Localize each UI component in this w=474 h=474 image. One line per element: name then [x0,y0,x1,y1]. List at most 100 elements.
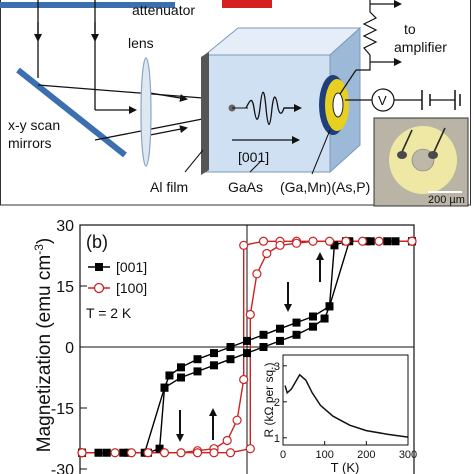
data-point-100 [209,448,219,458]
data-point-001 [259,330,268,339]
data-point-001 [155,444,164,453]
data-point-001 [119,448,128,457]
attenuator-bar [0,2,175,8]
data-point-001 [383,237,392,246]
al-film-label: Al film [150,179,188,195]
data-point-100 [239,374,249,385]
inset-y-tick-label: 1 [274,433,280,445]
data-point-001 [160,383,169,392]
data-point-100 [324,236,335,246]
data-point-001 [193,367,202,376]
direction-label: [001] [238,149,269,165]
data-point-100 [192,448,203,458]
sample-contact-inner [332,92,344,118]
inset-x-tick-label: 0 [280,449,286,461]
data-point-100 [374,236,384,246]
data-point-100 [258,236,269,246]
data-point-100 [308,236,318,246]
y-tick-label: 15 [56,279,74,296]
y-tick-label: 0 [65,340,74,357]
beam-line [37,84,229,101]
legend-label-100: [100] [116,280,147,296]
sample-photo: 200 µm [373,117,469,207]
data-point-100 [239,240,249,250]
inset-x-tick-label: 300 [399,449,417,461]
data-point-100 [291,238,302,248]
data-point-001 [259,343,268,351]
mirrors-label: mirrors [8,135,52,151]
inset-curve [284,373,409,438]
data-point-100 [225,448,236,458]
inset-chart: 1 2 3 0 100 200 300 R (kΩ per sq.) T (K) [262,354,417,474]
legend-marker-100 [93,282,105,294]
data-point-001 [165,371,174,380]
leader-line [311,129,331,175]
main-y-ticks: -30 -15 0 15 30 [51,218,87,474]
data-point-001 [210,349,218,358]
data-point-001 [243,349,251,358]
data-point-100 [252,269,262,279]
panel-a-schematic: attenuator x-y scan mirrors lens [0,0,471,207]
temperature-label: T = 2 K [86,305,132,321]
data-point-001 [193,355,202,364]
data-point-001 [309,312,317,321]
y-axis-label: Magnetization (emu cm-3) [32,238,55,452]
legend-label-001: [001] [116,259,147,275]
inset-x-label: T (K) [331,460,360,474]
series-layer [77,236,417,458]
data-point-001 [320,314,329,323]
data-point-001 [210,361,218,370]
wire [356,55,371,71]
y-tick-label: 30 [56,218,74,235]
leader-line [184,149,204,173]
data-point-001 [226,355,235,364]
data-point-001 [226,343,235,351]
inset-y-label: R (kΩ per sq.) [262,363,276,438]
data-point-100 [222,435,232,446]
phonon-wave [245,91,296,126]
inset-ticks: 1 2 3 0 100 200 300 [274,361,417,461]
y-tick-label: -15 [51,401,74,418]
data-point-001 [276,324,284,333]
data-point-001 [243,336,251,345]
red-arrow-icon [222,0,272,8]
panel-b-chart: Magnetization (emu cm-3) -30 -15 0 15 30 (b)… [32,218,417,474]
data-point-100 [357,236,368,246]
data-point-100 [176,448,186,458]
inset-x-tick-label: 100 [315,449,333,461]
data-point-100 [275,240,285,250]
data-point-100 [159,448,170,458]
leader-line [249,159,263,173]
data-point-001 [94,448,103,457]
data-point-100 [126,448,137,458]
amplifier-label: amplifier [394,39,447,55]
data-point-001 [391,237,400,246]
data-point-100 [407,236,417,246]
panel-label: (b) [86,232,108,252]
resistor-icon [362,0,378,56]
data-point-100 [245,444,255,454]
wire [339,69,357,95]
lens [140,57,152,167]
data-point-001 [309,322,317,331]
scan-mirror [16,67,127,158]
y-tick-label: -30 [51,462,74,474]
to-label: to [404,21,416,37]
data-point-001 [102,448,111,457]
data-point-100 [110,448,120,458]
data-point-100 [143,448,153,458]
data-point-001 [276,336,284,345]
data-point-001 [177,373,185,382]
legend-marker-001 [95,263,103,271]
data-point-100 [77,448,87,458]
attenuator-label: attenuator [132,2,195,18]
inset-x-tick-label: 200 [357,449,375,461]
data-point-100 [232,415,242,425]
inset-y-tick-label: 2 [274,397,280,409]
data-point-001 [330,241,339,250]
gaas-label: GaAs [228,179,263,195]
data-point-001 [177,363,185,372]
data-point-001 [292,330,301,339]
data-point-100 [262,248,272,259]
legend: [001] [100] [88,259,147,296]
